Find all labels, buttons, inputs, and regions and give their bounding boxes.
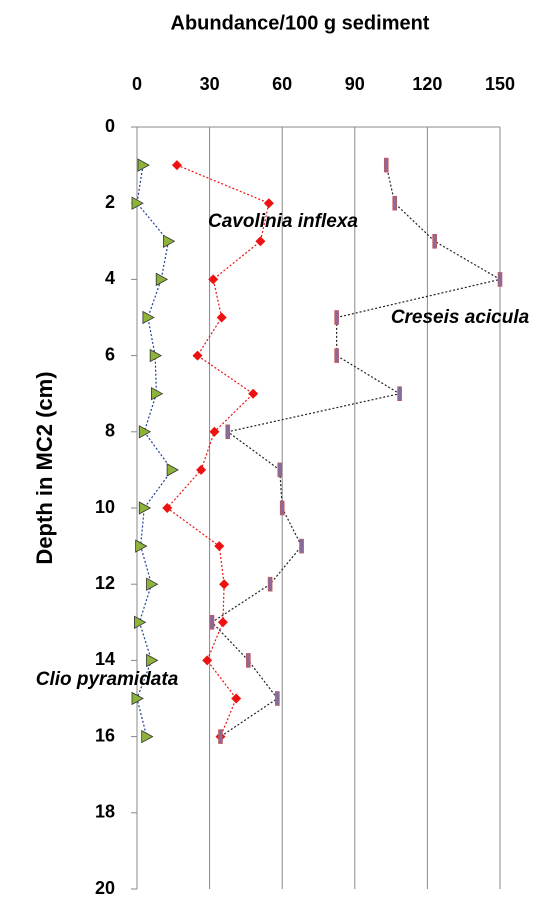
point — [171, 160, 182, 171]
y-tick-label: 6 — [105, 344, 115, 364]
point — [163, 234, 176, 248]
point — [392, 195, 398, 211]
y-tick-label: 8 — [105, 421, 115, 441]
point — [131, 691, 144, 706]
y-axis-label: Depth in MC2 (cm) — [32, 371, 57, 564]
y-tick-label: 16 — [95, 725, 115, 745]
point — [216, 312, 227, 323]
point — [192, 350, 203, 361]
chart-title: Abundance/100 g sediment — [171, 12, 430, 34]
y-tick-label: 14 — [95, 649, 115, 669]
point — [146, 653, 159, 668]
point — [231, 693, 242, 704]
point — [334, 348, 339, 363]
series-line — [166, 164, 270, 737]
point — [267, 576, 273, 592]
point — [135, 539, 148, 553]
point — [383, 157, 389, 173]
point — [150, 387, 164, 401]
point — [146, 577, 159, 591]
x-tick-label: 30 — [200, 74, 220, 94]
point — [166, 463, 179, 477]
x-tick-label: 120 — [412, 74, 442, 94]
point — [432, 234, 437, 249]
x-tick-label: 150 — [485, 74, 515, 94]
x-tick-label: 90 — [345, 74, 365, 94]
point — [497, 272, 503, 287]
point — [208, 274, 219, 285]
point — [155, 272, 169, 287]
point — [137, 158, 150, 172]
point — [142, 310, 155, 325]
point — [138, 425, 152, 439]
point — [279, 500, 285, 516]
series-line — [136, 165, 173, 737]
y-tick-label: 4 — [105, 268, 115, 288]
point — [334, 310, 339, 325]
series-label: Creseis acicula — [391, 307, 530, 328]
point — [202, 655, 213, 666]
x-tick-label: 60 — [272, 74, 292, 94]
point — [397, 386, 402, 402]
y-tick-label: 18 — [95, 802, 115, 822]
x-tick-label: 0 — [132, 74, 142, 94]
point — [218, 729, 223, 744]
point — [209, 614, 215, 630]
point — [263, 198, 274, 209]
point — [134, 615, 147, 629]
point — [225, 424, 231, 440]
series-label: Clio pyramidata — [36, 669, 179, 690]
point — [209, 426, 220, 437]
series-line — [211, 164, 502, 738]
point — [275, 691, 280, 706]
y-tick-label: 2 — [105, 192, 115, 212]
y-tick-label: 20 — [95, 878, 115, 898]
series-label: Cavolinia inflexa — [208, 211, 358, 232]
point — [299, 538, 304, 554]
point — [141, 729, 154, 744]
point — [246, 653, 251, 668]
point — [138, 501, 152, 515]
point — [196, 464, 207, 475]
y-tick-label: 0 — [105, 116, 115, 136]
point — [217, 617, 228, 628]
point — [149, 348, 162, 363]
point — [277, 462, 283, 478]
point — [162, 503, 173, 513]
point — [219, 579, 230, 590]
y-tick-label: 10 — [95, 497, 115, 517]
y-tick-label: 12 — [95, 573, 115, 593]
point — [131, 196, 144, 210]
point — [214, 541, 225, 552]
point — [255, 236, 266, 247]
point — [248, 388, 259, 399]
